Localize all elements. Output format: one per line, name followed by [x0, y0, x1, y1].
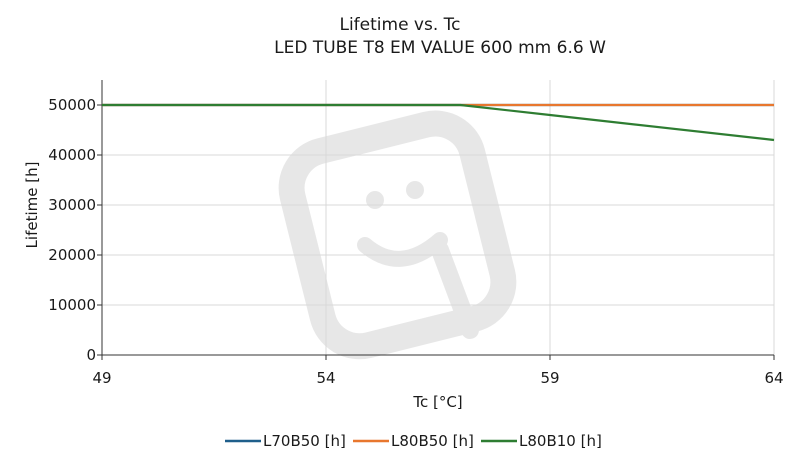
legend: L70B50 [h] L80B50 [h] L80B10 [h]	[225, 432, 602, 450]
series-layer	[102, 103, 775, 142]
watermark-logo-icon	[278, 110, 517, 360]
x-tick-label: 59	[540, 369, 559, 387]
series-line-3	[102, 103, 775, 142]
axis-layer: 0 10000 20000 30000 40000 50000 49 54 59 64	[48, 80, 784, 387]
x-tick-label: 49	[92, 369, 111, 387]
legend-label: L80B50 [h]	[391, 432, 474, 450]
y-tick-label: 30000	[48, 196, 96, 214]
y-tick-label: 20000	[48, 246, 96, 264]
y-tick-label: 10000	[48, 296, 96, 314]
chart-title: Lifetime vs. Tc	[339, 15, 460, 35]
chart-subtitle: LED TUBE T8 EM VALUE 600 mm 6.6 W	[274, 38, 606, 58]
y-axis-label: Lifetime [h]	[23, 162, 41, 249]
y-tick-label: 50000	[48, 96, 96, 114]
legend-label: L80B10 [h]	[519, 432, 602, 450]
x-tick-label: 64	[764, 369, 783, 387]
y-tick-label: 0	[86, 346, 96, 364]
x-axis-label: Tc [°C]	[412, 393, 462, 411]
x-tick-label: 54	[316, 369, 335, 387]
legend-label: L70B50 [h]	[263, 432, 346, 450]
y-tick-label: 40000	[48, 146, 96, 164]
